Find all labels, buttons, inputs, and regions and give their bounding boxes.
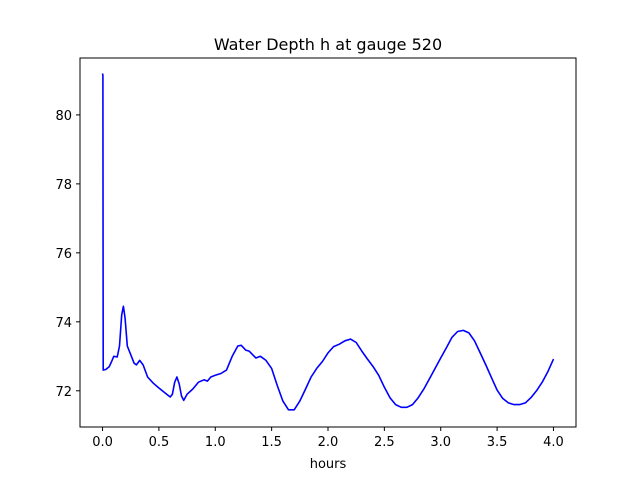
x-tick-label: 1.0 [205, 435, 226, 450]
x-tick-label: 0.0 [92, 435, 113, 450]
x-tick-label: 2.5 [374, 435, 395, 450]
x-tick-label: 0.5 [149, 435, 170, 450]
y-tick-label: 72 [55, 385, 72, 400]
chart-title: Water Depth h at gauge 520 [214, 35, 442, 54]
plot-area [101, 73, 555, 411]
y-axis: 72 74 76 78 80 [55, 109, 80, 400]
series-line [101, 73, 555, 411]
y-tick-label: 78 [55, 178, 72, 193]
y-tick-label: 80 [55, 109, 72, 124]
y-tick-label: 76 [55, 247, 72, 262]
x-tick-label: 3.0 [430, 435, 451, 450]
x-tick-label: 1.5 [261, 435, 282, 450]
x-axis: 0.0 0.5 1.0 1.5 2.0 2.5 3.0 3.5 4.0 [92, 427, 564, 450]
y-tick-label: 74 [55, 316, 72, 331]
x-axis-label: hours [310, 457, 347, 472]
x-tick-label: 3.5 [487, 435, 508, 450]
x-tick-label: 4.0 [543, 435, 564, 450]
x-tick-label: 2.0 [318, 435, 339, 450]
